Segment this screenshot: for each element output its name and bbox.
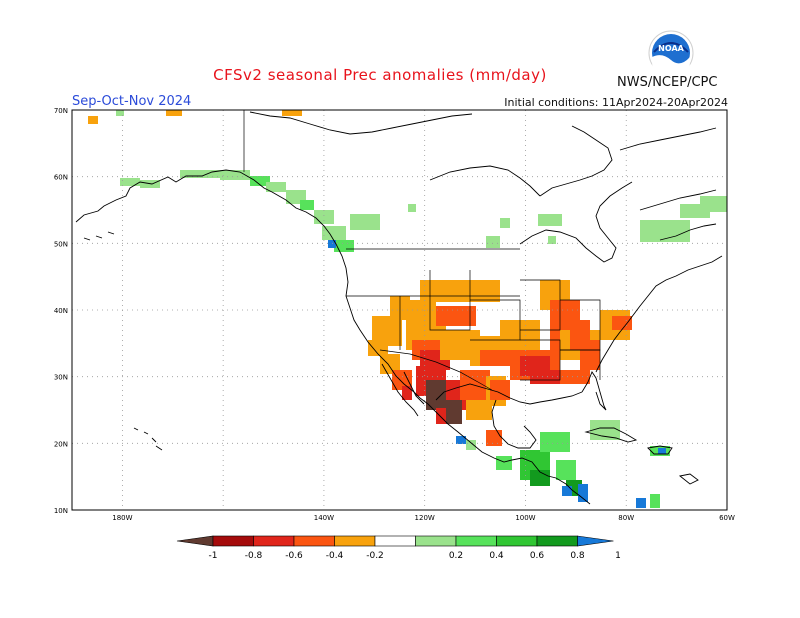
axis-labels: 10N 20N 30N 40N 50N 60N 70N 180W 140W 120W 100W 80W… xyxy=(54,107,735,522)
map-title: CFSv2 seasonal Prec anomalies (mm/day) xyxy=(0,66,800,84)
legend-swatch xyxy=(374,535,416,547)
lon-label: 120W xyxy=(415,514,435,522)
anomaly-cell xyxy=(322,226,346,240)
anomaly-cell xyxy=(436,408,446,424)
anomaly-cells xyxy=(88,110,727,508)
anomaly-cell xyxy=(500,218,510,228)
legend-swatch xyxy=(253,535,295,547)
legend-swatch xyxy=(212,535,254,547)
anomaly-cell xyxy=(456,436,466,444)
lat-label: 20N xyxy=(54,440,68,448)
anomaly-cell xyxy=(406,300,436,330)
lon-label: 140W xyxy=(314,514,334,522)
anomaly-cell xyxy=(392,370,412,390)
legend-tick-label: 0.4 xyxy=(489,551,504,561)
anomaly-cell xyxy=(446,400,462,424)
legend-tick-label: -1 xyxy=(209,551,218,561)
anomaly-cell xyxy=(658,448,666,454)
anomaly-cell xyxy=(700,196,727,212)
legend-swatch xyxy=(496,535,538,547)
anomaly-cell xyxy=(486,430,502,446)
anomaly-cell xyxy=(180,170,220,178)
legend-swatch xyxy=(293,535,335,547)
legend-tick-label: -0.8 xyxy=(245,551,263,561)
legend-tick-label: -0.2 xyxy=(366,551,384,561)
anomaly-cell xyxy=(636,498,646,508)
legend-tick-label: -0.6 xyxy=(285,551,303,561)
anomaly-cell xyxy=(368,340,388,356)
legend-tick-label: 0.6 xyxy=(530,551,545,561)
anomaly-cell xyxy=(640,220,690,242)
anomaly-cell xyxy=(612,316,632,330)
anomaly-cell xyxy=(580,340,600,370)
coastlines xyxy=(75,111,723,505)
map-grid xyxy=(72,110,727,510)
initial-conditions-label: Initial conditions: 11Apr2024-20Apr2024 xyxy=(504,96,728,109)
anomaly-cell xyxy=(538,214,562,226)
anomaly-cell xyxy=(562,486,572,496)
legend-tick-label: -0.4 xyxy=(326,551,344,561)
lon-label: 180W xyxy=(112,514,132,522)
anomaly-cell xyxy=(350,214,380,230)
anomaly-cell xyxy=(480,350,510,366)
lat-label: 10N xyxy=(54,507,68,515)
anomaly-cell xyxy=(486,236,500,248)
legend-arrow-right xyxy=(577,535,614,547)
anomaly-cell xyxy=(466,400,492,420)
legend-ticks: -1 -0.8 -0.6 -0.4 -0.2 0.2 0.4 0.6 0.8 1 xyxy=(209,551,621,561)
anomaly-cell xyxy=(426,380,446,410)
anomaly-cell xyxy=(282,110,302,116)
legend-swatch xyxy=(415,535,457,547)
anomaly-cell xyxy=(220,170,250,180)
lat-label: 50N xyxy=(54,240,68,248)
anomaly-cell xyxy=(578,484,588,502)
agency-label: NWS/NCEP/CPC xyxy=(617,75,718,90)
anomaly-cell xyxy=(402,386,412,400)
political-borders xyxy=(243,110,601,391)
anomaly-cell xyxy=(556,460,576,480)
map-title-text: CFSv2 seasonal Prec anomalies (mm/day) xyxy=(213,66,547,84)
anomaly-cell xyxy=(560,370,590,384)
anomaly-cell xyxy=(116,110,124,116)
legend-swatch xyxy=(536,535,578,547)
anomaly-cell xyxy=(266,182,286,192)
anomaly-cell xyxy=(88,116,98,124)
legend-swatch xyxy=(455,535,497,547)
logo-text: NOAA xyxy=(658,44,684,53)
anomaly-cell xyxy=(120,178,140,186)
anomaly-cell xyxy=(408,204,416,212)
anomaly-cell xyxy=(548,236,556,244)
legend-tick-label: 1 xyxy=(615,551,621,561)
noaa-logo-icon: NOAA xyxy=(648,30,694,76)
anomaly-cell xyxy=(250,176,270,186)
lat-label: 30N xyxy=(54,374,68,382)
lon-label: 80W xyxy=(618,514,634,522)
anomaly-cell xyxy=(540,432,570,452)
lon-label: 60W xyxy=(719,514,735,522)
anomaly-cell xyxy=(436,306,476,326)
anomaly-cell xyxy=(496,456,512,470)
anomaly-cell xyxy=(300,200,314,210)
lon-label: 100W xyxy=(515,514,535,522)
lat-label: 70N xyxy=(54,107,68,115)
anomaly-cell xyxy=(328,240,336,248)
legend-arrow-left xyxy=(176,535,214,547)
lat-label: 40N xyxy=(54,307,68,315)
anomaly-cell xyxy=(166,110,182,116)
lat-label: 60N xyxy=(54,174,68,182)
legend-tick-label: 0.8 xyxy=(570,551,585,561)
map-frame xyxy=(71,109,728,511)
anomaly-cell xyxy=(650,494,660,508)
anomaly-cell xyxy=(466,440,476,450)
anomaly-cell xyxy=(530,370,560,384)
anomaly-cell xyxy=(420,280,500,302)
legend-tick-label: 0.2 xyxy=(449,551,463,561)
legend-swatch xyxy=(334,535,376,547)
legend-bar xyxy=(176,535,614,547)
season-label: Sep-Oct-Nov 2024 xyxy=(72,94,192,109)
